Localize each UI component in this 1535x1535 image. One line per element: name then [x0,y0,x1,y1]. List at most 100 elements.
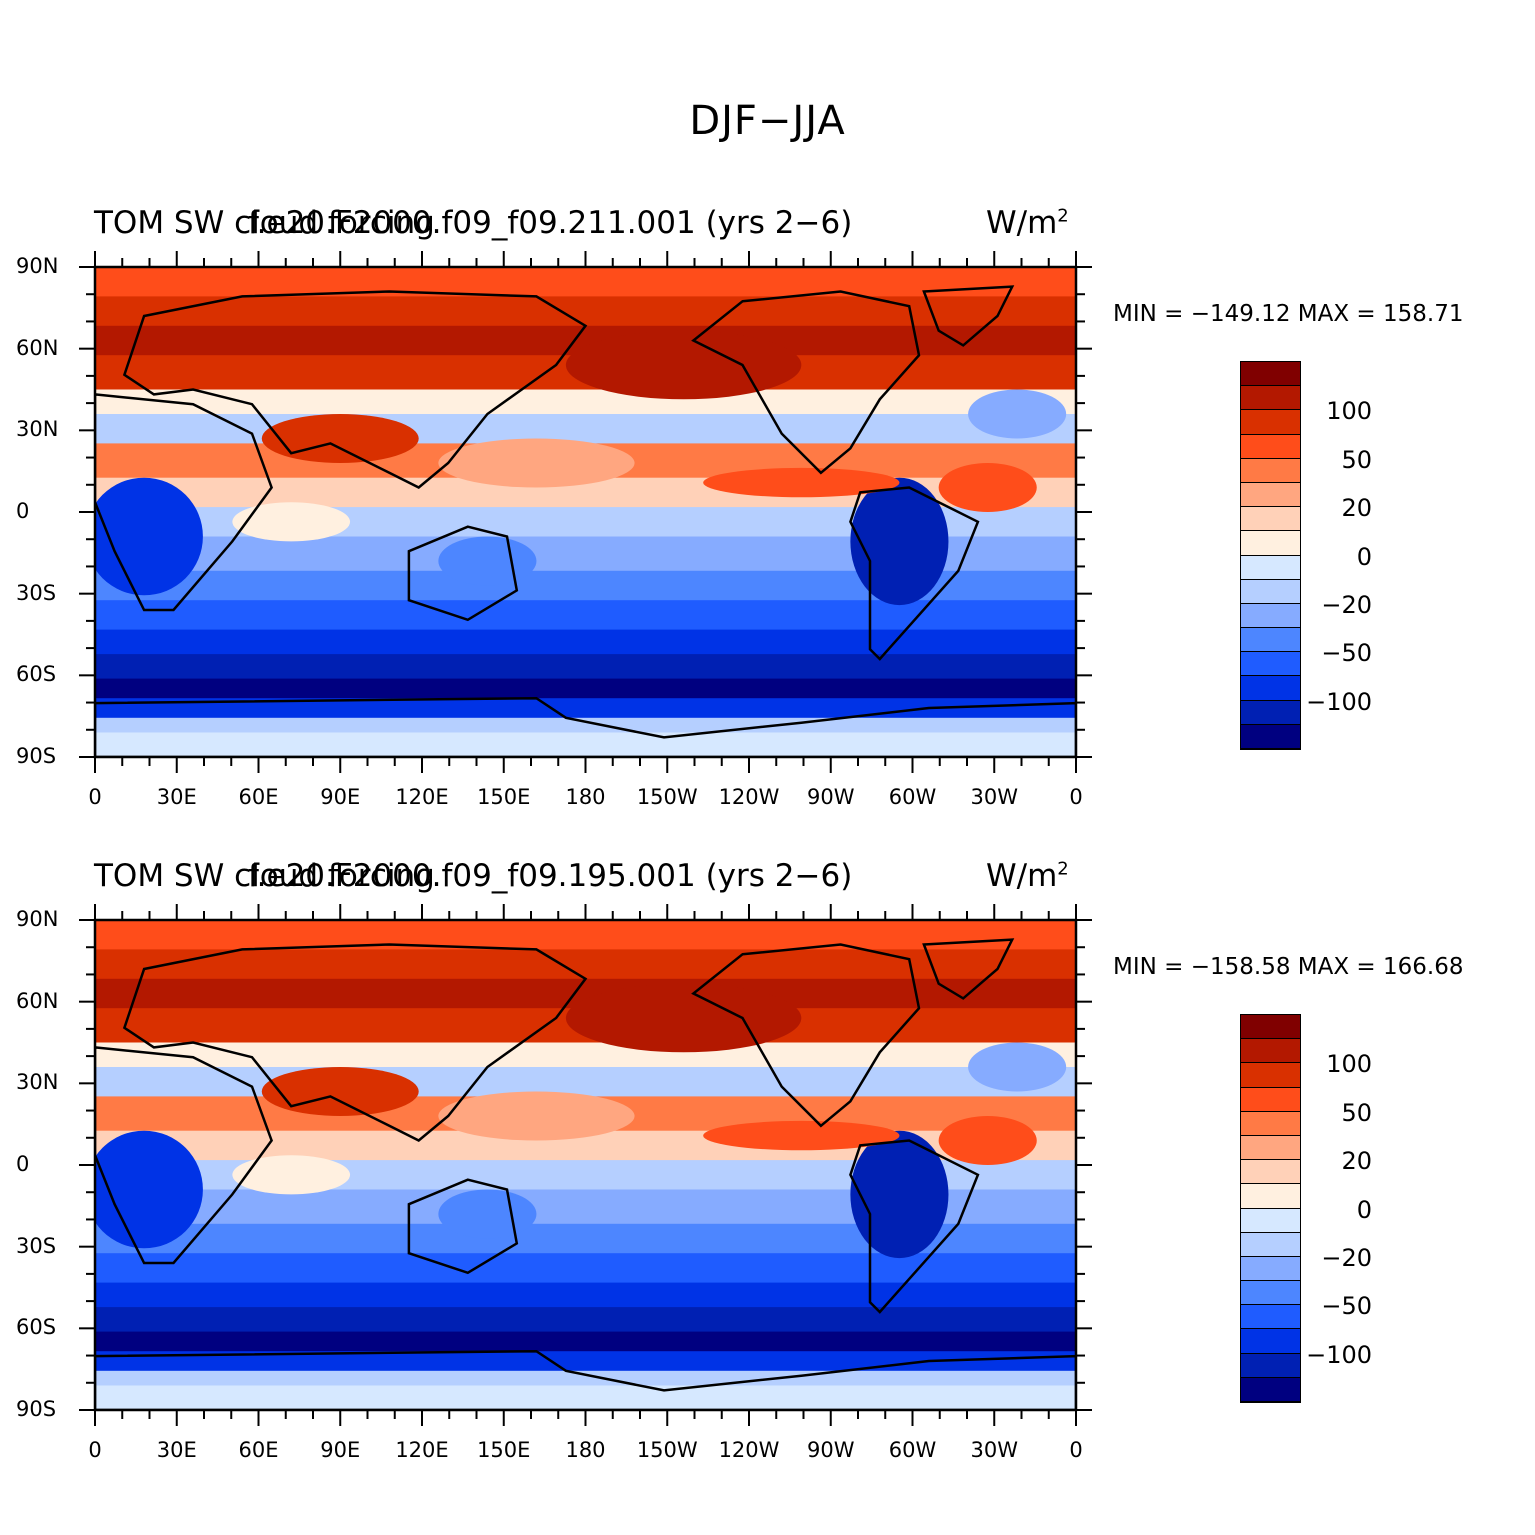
colorbar-tick-label: −100 [1306,1340,1372,1369]
colorbar-swatch [1241,386,1300,411]
y-tick-label: 60S [16,1315,57,1340]
colorbar-tick-label: 0 [1356,1195,1372,1224]
y-tick-label: 30S [16,580,57,605]
y-tick-label: 90N [16,907,59,931]
colorbar-swatch [1241,1160,1300,1185]
contour-field [95,267,1076,757]
contour-band [95,1370,1076,1387]
x-tick-label: 150E [477,785,531,809]
coastline [95,696,1076,757]
contour-region [438,438,635,488]
panel-center-string: f.e20.F2000.f09_f09.211.001 (yrs 2−6) [248,205,853,241]
x-tick-label: 150E [477,1438,531,1462]
x-tick-label: 180 [565,785,606,809]
coastline [95,393,274,612]
colorbar-tick-label: 20 [1341,494,1372,523]
x-tick-label: 60E [238,785,279,809]
contour-band [95,414,1076,445]
y-tick-label: 60S [16,662,57,687]
contour-region [438,1091,635,1141]
contour-band [95,678,1076,700]
x-tick-label: 0 [88,785,102,809]
contour-band [95,698,1076,719]
colorbar-swatch [1241,1111,1300,1136]
colorbar-tick-label: 0 [1356,542,1372,571]
contour-region [938,463,1037,512]
y-tick-label: 30S [16,1233,57,1258]
colorbar-swatch [1241,1281,1300,1306]
contour-band [95,1385,1076,1410]
contour-band [95,732,1076,757]
y-tick-label: 0 [16,499,30,523]
colorbar [1240,1014,1301,1403]
x-tick-label: 60E [238,1438,279,1462]
contour-region [938,1116,1037,1165]
contour-band [95,1331,1076,1353]
contour-band [95,1282,1076,1309]
colorbar-swatch [1241,1015,1300,1040]
colorbar-tick-label: 100 [1326,1050,1372,1079]
contour-region [968,1042,1067,1092]
colorbar-tick-label: 50 [1341,1098,1372,1127]
contour-band [95,600,1076,631]
coastline [122,943,588,1142]
panel-center-string: f.e20.F2000.f09_f09.195.001 (yrs 2−6) [248,858,853,894]
contour-region [968,389,1067,439]
x-tick-label: 30W [970,785,1019,809]
figure-title: DJF−JJA [689,98,846,144]
contour-region [232,502,351,542]
colorbar-tick-label: −20 [1321,1244,1372,1272]
y-tick-label: 30N [16,1070,59,1095]
x-tick-label: 150W [636,1438,698,1462]
contour-region [438,536,537,586]
x-tick-label: 30W [970,1438,1019,1462]
y-tick-label: 30N [16,417,59,442]
y-tick-label: 90S [16,1397,57,1421]
map-frame [93,265,1078,759]
contour-band [95,654,1076,680]
map-frame [93,918,1078,1412]
contour-region [703,1120,900,1151]
panel-left-string: TOM SW cloud forcing [94,858,435,894]
map-axes [79,904,1092,1426]
y-tick-label: 0 [16,1152,30,1176]
coastline [849,486,980,661]
map-panel-top: TOM SW cloud forcing f.e20.F2000.f09_f09… [0,205,1535,845]
colorbar-swatch [1241,1087,1300,1112]
coastline [95,1046,274,1265]
colorbar-swatch [1241,700,1300,725]
x-tick-label: 120W [718,785,780,809]
colorbar-swatch [1241,434,1300,459]
contour-band [95,920,1076,951]
x-tick-label: 120E [395,785,449,809]
y-tick-label: 90N [16,254,59,278]
coastline [849,1139,980,1314]
colorbar-tick-label: −50 [1321,639,1372,668]
contour-map [95,920,1076,1410]
contour-region [438,1189,537,1239]
x-tick-label: 90W [807,785,855,809]
colorbar-swatch [1241,1232,1300,1257]
colorbar-swatch [1241,1353,1300,1378]
contour-band [95,717,1076,734]
y-tick-label: 60N [16,988,59,1013]
map-axes [79,251,1092,773]
x-tick-label: 60W [888,785,937,809]
contour-region [565,983,802,1053]
coastline [122,290,588,489]
y-tick-label: 90S [16,744,57,768]
x-tick-label: 90W [807,1438,855,1462]
coastline [407,1178,519,1275]
colorbar-tick-label: 100 [1326,397,1372,426]
x-tick-label: 30E [156,1438,197,1462]
contour-map [95,267,1076,757]
colorbar-swatch [1241,628,1300,653]
coastline [922,938,1015,1000]
colorbar-tick-label: 20 [1341,1147,1372,1176]
colorbar-swatch [1241,1377,1300,1402]
colorbar-swatch [1241,410,1300,435]
panel-units: W/m2 [986,205,1069,241]
colorbar-swatch [1241,1039,1300,1064]
x-tick-label: 0 [1069,1438,1083,1462]
colorbar-swatch [1241,1305,1300,1330]
